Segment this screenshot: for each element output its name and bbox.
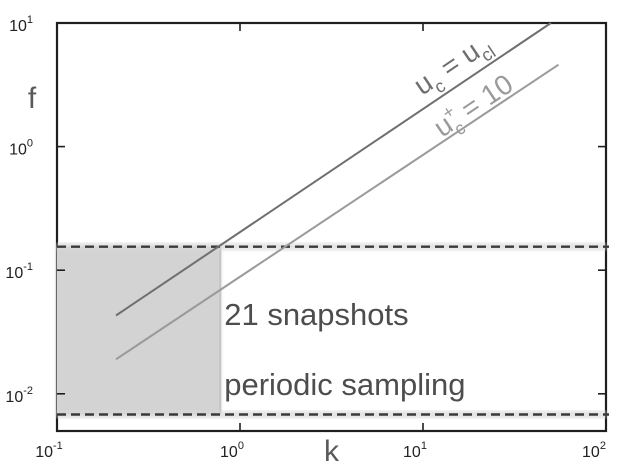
- x-tick-label-4: 102: [582, 440, 606, 461]
- x-tick-label-3: 101: [403, 440, 427, 461]
- x-tick-label-1: 10-1: [35, 440, 63, 461]
- series-line-2: [115, 63, 560, 361]
- y-tick-label-1: 10-2: [5, 385, 33, 406]
- region-layer: [57, 242, 609, 419]
- y-axis-label: f: [28, 82, 37, 115]
- series-layer: [115, 22, 560, 361]
- y-tick-label-2: 10-1: [5, 261, 33, 282]
- shaded-region: [57, 246, 221, 415]
- tick-layer: 10-1 100 101 102 10-2 10-1 100 101: [5, 14, 607, 461]
- x-tick-label-2: 100: [220, 440, 244, 461]
- x-axis-label: k: [324, 435, 340, 467]
- y-tick-label-4: 101: [9, 14, 33, 35]
- series-line-1: [115, 22, 552, 317]
- y-tick-label-3: 100: [9, 138, 33, 159]
- annotation-line-2: periodic sampling: [224, 367, 465, 402]
- annotation-line-1: 21 snapshots: [224, 297, 408, 332]
